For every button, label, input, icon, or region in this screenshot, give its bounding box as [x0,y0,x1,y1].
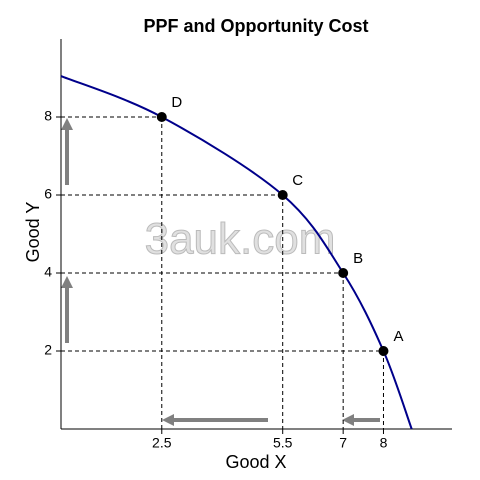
x-axis-label: Good X [225,452,286,472]
point-label: A [393,328,403,345]
y-tick-label: 2 [44,342,52,358]
y-tick-label: 6 [44,186,52,202]
point [378,346,389,356]
watermark: 3auk.com [145,215,336,264]
point-label: B [353,250,363,267]
y-tick-label: 8 [44,108,52,124]
y-axis-label: Good Y [23,202,43,263]
x-tick-label: 2.5 [152,435,172,451]
x-tick-label: 8 [380,435,388,451]
x-tick-label: 5.5 [273,435,293,451]
y-tick-label: 4 [44,264,52,280]
point [338,268,349,278]
arrows [61,118,380,426]
point-label: C [292,172,303,189]
point-label: D [171,94,182,111]
x-tick-label: 7 [339,435,347,451]
chart-title: PPF and Opportunity Cost [144,16,369,36]
point [277,190,288,200]
point [156,112,167,122]
